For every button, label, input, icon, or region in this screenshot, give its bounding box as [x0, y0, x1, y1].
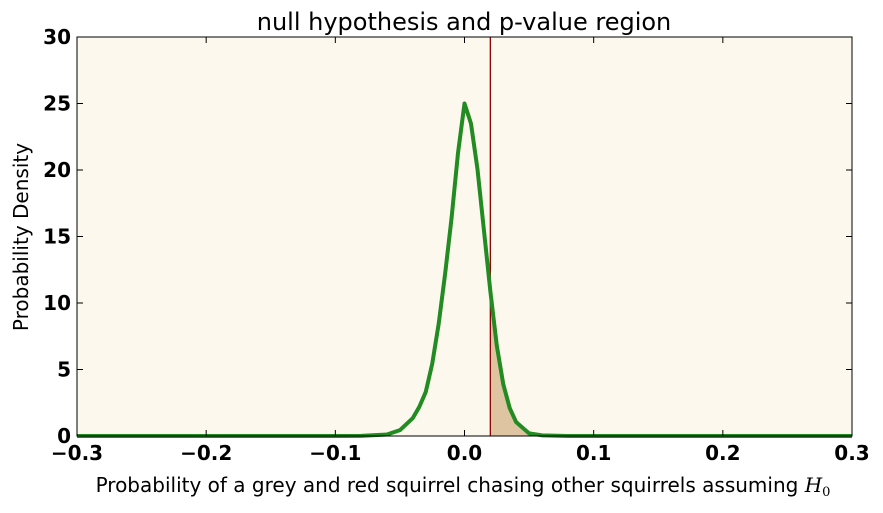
chart-title: null hypothesis and p-value region	[257, 8, 672, 36]
y-tick-label: 25	[43, 92, 71, 116]
x-tick-label: 0.2	[705, 441, 740, 465]
x-tick-label: −0.1	[309, 441, 361, 465]
x-axis-label-math-symbol: H	[804, 473, 823, 497]
x-tick-label: −0.2	[180, 441, 232, 465]
x-axis-label-math-subscript: 0	[822, 485, 830, 500]
x-axis-label: Probability of a grey and red squirrel c…	[96, 473, 831, 500]
y-tick-label: 15	[43, 225, 71, 249]
y-tick-label: 10	[43, 291, 71, 315]
x-tick-label: −0.3	[51, 441, 103, 465]
plot-area-background	[77, 37, 852, 436]
density-curve-layer	[77, 101, 852, 438]
y-tick-label: 30	[43, 25, 71, 49]
y-tick-label: 0	[57, 424, 71, 448]
tick-marks	[76, 36, 853, 437]
y-axis-label: Probability Density	[9, 143, 33, 331]
x-axis-label-text: Probability of a grey and red squirrel c…	[96, 473, 805, 497]
y-tick-label: 5	[57, 358, 71, 382]
null-distribution-curve	[77, 101, 852, 438]
y-tick-labels: 0 5 10 15 20 25 30	[43, 25, 71, 448]
x-tick-labels: −0.3 −0.2 −0.1 0.0 0.1 0.2 0.3	[51, 441, 870, 465]
x-tick-label: 0.0	[447, 441, 482, 465]
x-tick-label: 0.3	[834, 441, 869, 465]
y-tick-label: 20	[43, 158, 71, 182]
x-tick-label: 0.1	[576, 441, 611, 465]
